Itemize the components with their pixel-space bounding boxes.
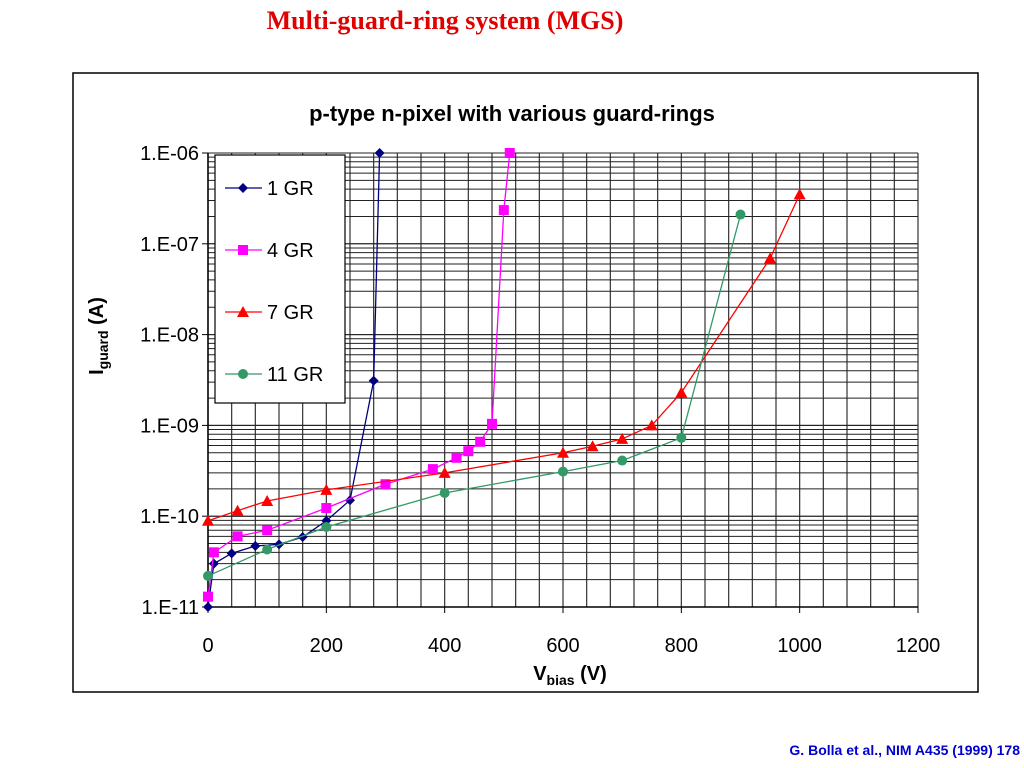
series-line-11-gr	[207, 214, 742, 577]
data-point-4-gr	[380, 479, 391, 490]
data-point-4-gr	[427, 464, 438, 475]
chart-title: p-type n-pixel with various guard-rings	[309, 101, 715, 126]
data-point-7-gr	[793, 188, 806, 200]
legend-marker	[238, 369, 248, 379]
y-tick-label: 1.E-10	[140, 506, 199, 528]
legend-marker	[237, 306, 249, 317]
data-point-7-gr	[231, 504, 244, 516]
data-point-11-gr	[262, 544, 273, 555]
x-axis-label: Vbias (V)	[533, 663, 607, 688]
data-point-7-gr	[675, 386, 688, 398]
data-point-7-gr	[557, 446, 569, 458]
data-point-11-gr	[617, 455, 628, 466]
data-point-7-gr	[645, 419, 658, 431]
data-point-7-gr	[202, 514, 214, 526]
citation: G. Bolla et al., NIM A435 (1999) 178	[789, 742, 1020, 758]
data-point-7-gr	[438, 466, 451, 478]
x-tick-label: 200	[310, 635, 343, 657]
x-tick-label: 400	[428, 635, 461, 657]
data-point-1-gr	[226, 548, 237, 559]
x-tick-label: 600	[546, 635, 579, 657]
data-point-11-gr	[676, 432, 687, 443]
data-point-4-gr	[475, 436, 486, 447]
data-point-1-gr	[374, 148, 385, 158]
y-tick-label: 1.E-11	[142, 597, 199, 619]
y-axis-label: Iguard (A)	[86, 297, 111, 375]
legend: 1 GR 4 GR 7 GR 11 GR	[214, 154, 346, 404]
slide-title: Multi-guard-ring system (MGS)	[266, 6, 624, 35]
data-point-4-gr	[463, 446, 474, 457]
data-point-7-gr	[616, 432, 629, 444]
data-point-4-gr	[487, 418, 497, 429]
y-tick-label: 1.E-08	[140, 325, 199, 347]
data-point-1-gr	[368, 375, 379, 386]
data-point-4-gr	[498, 205, 509, 216]
data-point-11-gr	[321, 522, 332, 533]
data-point-11-gr	[439, 488, 450, 499]
legend-marker	[238, 245, 248, 255]
data-point-7-gr	[764, 252, 777, 264]
data-point-11-gr	[558, 466, 568, 477]
data-point-11-gr	[735, 209, 746, 220]
x-tick-label: 1200	[896, 635, 941, 657]
data-point-4-gr	[203, 591, 213, 602]
y-tick-label: 1.E-09	[140, 415, 199, 437]
series-line-7-gr	[207, 194, 801, 522]
data-point-1-gr	[203, 602, 213, 612]
data-point-1-gr	[250, 540, 261, 551]
legend-marker	[238, 183, 248, 193]
data-point-4-gr	[262, 525, 273, 536]
data-point-4-gr	[321, 503, 332, 514]
data-point-4-gr	[208, 547, 219, 558]
data-point-7-gr	[320, 483, 333, 495]
data-point-4-gr	[504, 148, 515, 158]
data-point-4-gr	[232, 531, 243, 542]
data-point-7-gr	[261, 495, 274, 507]
x-tick-label: 1000	[777, 635, 822, 657]
legend-box	[214, 154, 346, 404]
x-tick-label: 800	[665, 635, 698, 657]
legend-label: 7 GR	[267, 302, 314, 324]
legend-label: 4 GR	[267, 240, 314, 262]
y-tick-label: 1.E-06	[140, 143, 199, 165]
data-point-7-gr	[586, 440, 599, 452]
data-point-11-gr	[203, 570, 213, 581]
legend-label: 11 GR	[267, 364, 323, 386]
data-point-4-gr	[451, 452, 462, 463]
legend-label: 1 GR	[267, 178, 314, 200]
y-tick-label: 1.E-07	[140, 234, 199, 256]
x-tick-label: 0	[202, 635, 213, 657]
